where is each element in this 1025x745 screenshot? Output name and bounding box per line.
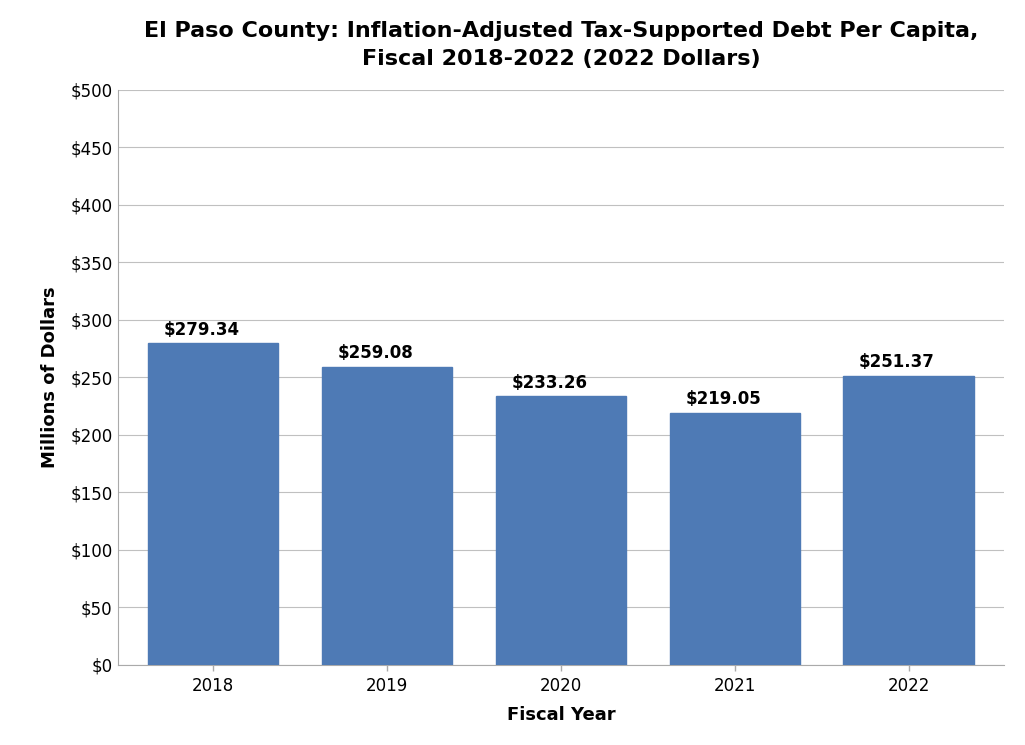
Text: $259.08: $259.08 bbox=[337, 344, 413, 362]
Bar bbox=[844, 375, 974, 665]
Text: $279.34: $279.34 bbox=[164, 321, 240, 339]
X-axis label: Fiscal Year: Fiscal Year bbox=[506, 706, 615, 724]
Bar bbox=[322, 367, 452, 665]
Text: $251.37: $251.37 bbox=[859, 353, 935, 371]
Y-axis label: Millions of Dollars: Millions of Dollars bbox=[41, 286, 59, 468]
Title: El Paso County: Inflation-Adjusted Tax-Supported Debt Per Capita,
Fiscal 2018-20: El Paso County: Inflation-Adjusted Tax-S… bbox=[144, 21, 978, 69]
Bar bbox=[669, 413, 800, 665]
Bar bbox=[148, 343, 279, 665]
Text: $219.05: $219.05 bbox=[685, 390, 761, 408]
Bar bbox=[496, 396, 626, 665]
Text: $233.26: $233.26 bbox=[511, 374, 587, 392]
